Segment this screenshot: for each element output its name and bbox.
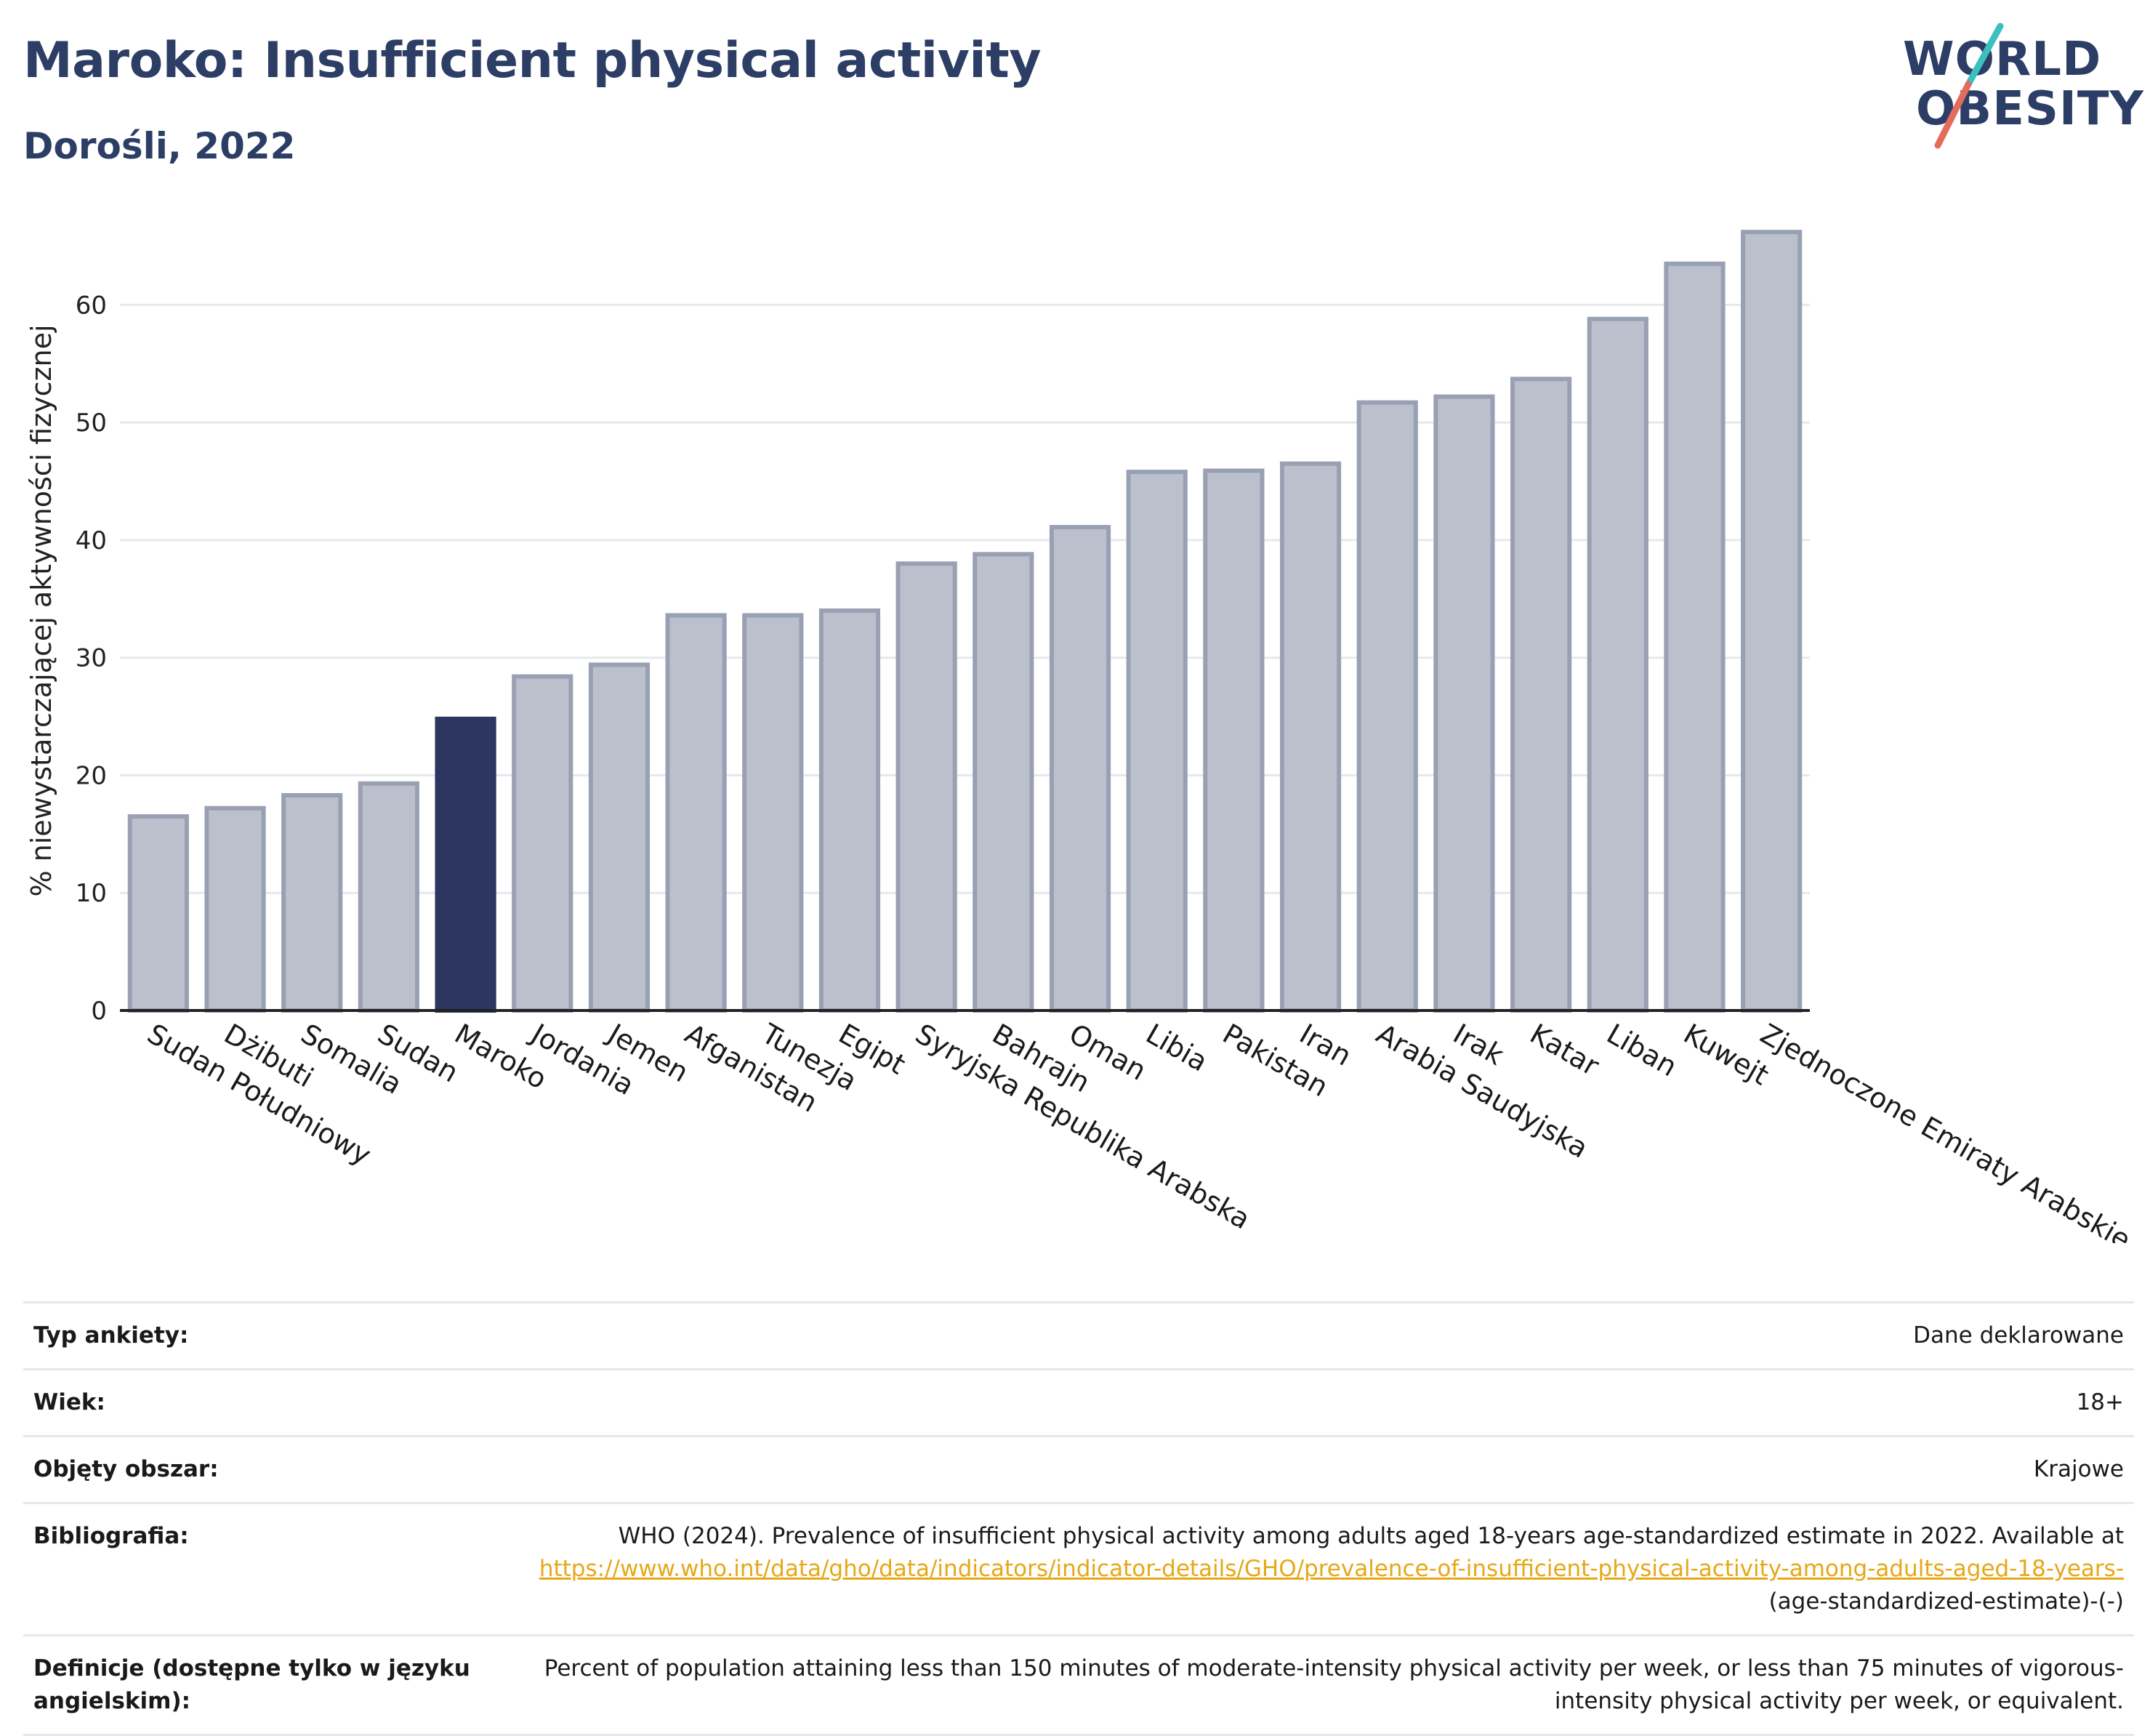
info-label: Typ ankiety: [33, 1322, 189, 1349]
bar [742, 613, 804, 1013]
bar [1203, 468, 1265, 1013]
bibliography-link[interactable]: https://www.who.int/data/gho/data/indica… [539, 1555, 2124, 1582]
bar-highlighted [435, 716, 496, 1013]
info-label: Wiek: [33, 1389, 105, 1415]
info-table: Typ ankiety: Dane deklarowane Wiek: 18+ … [23, 1301, 2134, 1736]
bar [1126, 470, 1188, 1013]
info-row-survey-type: Typ ankiety: Dane deklarowane [23, 1302, 2134, 1370]
y-tick-label: 30 [76, 644, 107, 673]
bar [281, 792, 343, 1013]
bar [973, 552, 1034, 1013]
page-subtitle: Dorośli, 2022 [23, 125, 296, 167]
bar [1741, 230, 1803, 1013]
y-tick-label: 60 [76, 291, 107, 320]
bar [512, 674, 573, 1013]
info-value: 18+ [2076, 1389, 2124, 1415]
bar [1510, 377, 1572, 1013]
bar [665, 613, 727, 1013]
bar [1356, 400, 1418, 1013]
bibliography-value: WHO (2024). Prevalence of insufficient p… [509, 1503, 2134, 1635]
bar [1049, 525, 1111, 1013]
x-tick-label: Kuwejt [1678, 1018, 1774, 1092]
y-tick-label: 40 [76, 526, 107, 555]
world-obesity-logo: WORLD OBESITY [1890, 22, 2143, 153]
info-label: Objęty obszar: [33, 1455, 219, 1482]
bibliography-text: WHO (2024). Prevalence of insufficient p… [618, 1522, 2124, 1549]
y-tick-label: 10 [76, 879, 107, 908]
bar [895, 561, 957, 1013]
info-label: Bibliografia: [33, 1522, 189, 1549]
bar [818, 608, 881, 1013]
logo-slash-icon [1934, 23, 2004, 149]
info-value: Dane deklarowane [1913, 1322, 2124, 1349]
bar [358, 781, 419, 1013]
bar [1664, 261, 1726, 1013]
x-tick-label: Liban [1601, 1018, 1682, 1083]
bar [1433, 394, 1495, 1013]
x-tick-label: Katar [1525, 1018, 1605, 1082]
y-tick-label: 20 [76, 761, 107, 790]
info-row-definition: Definicje (dostępne tylko w języku angie… [23, 1635, 2134, 1735]
logo-line-1: WORLD [1903, 33, 2102, 87]
x-tick-label: Zjednoczone Emiraty Arabskie [1755, 1018, 2136, 1243]
y-tick-label: 0 [91, 997, 107, 1026]
y-axis-label: % niewystarczającej aktywności fizycznej [25, 324, 57, 896]
info-row-area: Objęty obszar: Krajowe [23, 1436, 2134, 1503]
y-tick-label: 50 [76, 409, 107, 438]
definition-value: Percent of population attaining less tha… [544, 1655, 2124, 1714]
info-label: Definicje (dostępne tylko w języku angie… [33, 1655, 470, 1714]
bar [1587, 316, 1648, 1013]
bar [204, 805, 266, 1013]
page-title: Maroko: Insufficient physical activity [23, 32, 1042, 89]
info-row-bibliography: Bibliografia: WHO (2024). Prevalence of … [23, 1503, 2134, 1635]
bar [1279, 461, 1342, 1013]
info-row-age: Wiek: 18+ [23, 1369, 2134, 1436]
bar [127, 814, 189, 1013]
info-value: Krajowe [2033, 1455, 2124, 1482]
x-tick-label: Libia [1140, 1018, 1213, 1078]
bar-chart: 0 10 20 30 40 50 60 % niewystarczającej aktywno… [25, 230, 2136, 1243]
bar [588, 662, 651, 1013]
bibliography-suffix: (age-standardized-estimate)-(-) [1768, 1588, 2124, 1615]
